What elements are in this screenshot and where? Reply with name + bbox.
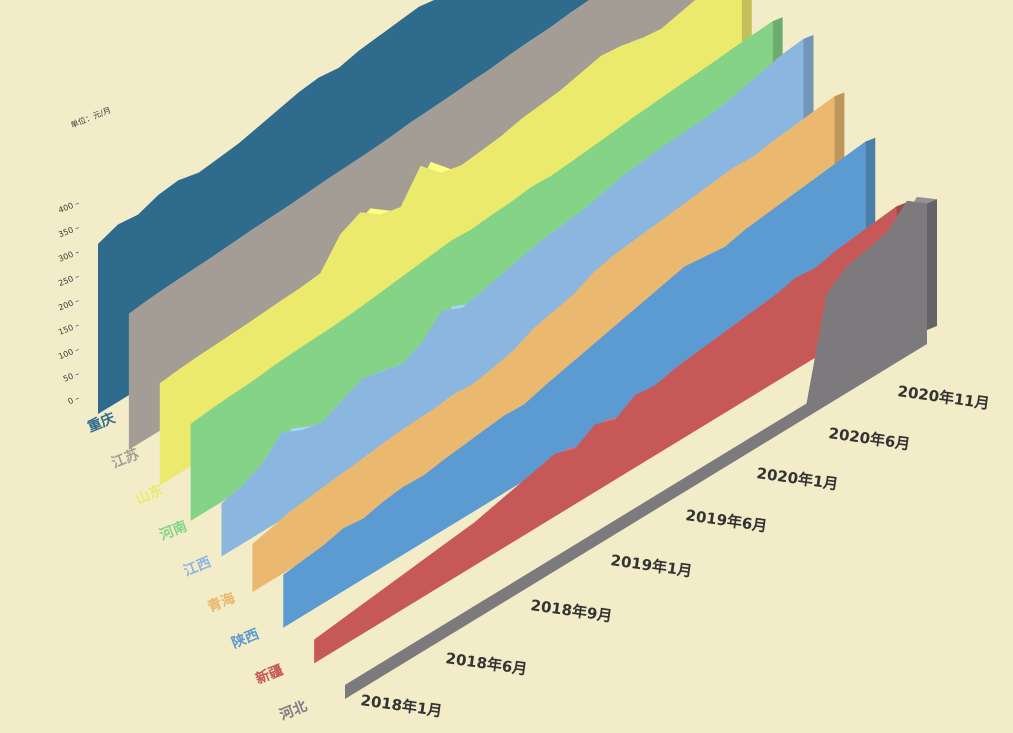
x-tick-label: 2019年6月	[684, 506, 768, 535]
series-label: 河北	[277, 697, 309, 723]
ridge-series-group	[98, 0, 937, 699]
x-tick-label: 2020年6月	[827, 424, 911, 453]
y-tick-label: 50 –	[62, 369, 81, 384]
series-area	[190, 21, 773, 521]
x-tick-label: 2020年11月	[896, 382, 990, 413]
y-tick-label: 300 –	[57, 247, 81, 264]
y-tick-label: 400 –	[57, 199, 81, 216]
series-label: 重庆	[85, 409, 117, 435]
series-area	[283, 141, 866, 628]
series-label: 河南	[157, 517, 189, 543]
unit-label: 单位：元/月	[69, 105, 112, 130]
y-tick-label: 350 –	[57, 223, 81, 240]
series-label: 新疆	[253, 661, 285, 687]
y-tick-label: 0 –	[67, 394, 81, 407]
series-label: 山东	[133, 481, 165, 507]
series-ridge-9	[345, 196, 937, 699]
series-label: 陕西	[229, 625, 261, 651]
x-tick-label: 2020年1月	[755, 464, 839, 493]
y-tick-label: 150 –	[57, 320, 81, 337]
series-area	[345, 200, 927, 699]
x-tick-label: 2018年9月	[529, 596, 613, 625]
x-tick-label: 2018年1月	[359, 691, 443, 720]
series-area	[221, 38, 804, 557]
series-label: 青海	[205, 589, 237, 615]
series-end-cap	[927, 199, 937, 330]
series-area	[252, 96, 835, 593]
x-tick-label: 2019年1月	[609, 551, 693, 580]
series-label: 江苏	[109, 445, 141, 471]
series-label: 江西	[181, 553, 213, 579]
y-tick-label: 200 –	[57, 296, 81, 313]
y-tick-label: 250 –	[57, 272, 81, 289]
y-tick-label: 100 –	[57, 345, 81, 362]
series-area	[314, 206, 897, 664]
x-tick-label: 2018年6月	[444, 649, 528, 678]
